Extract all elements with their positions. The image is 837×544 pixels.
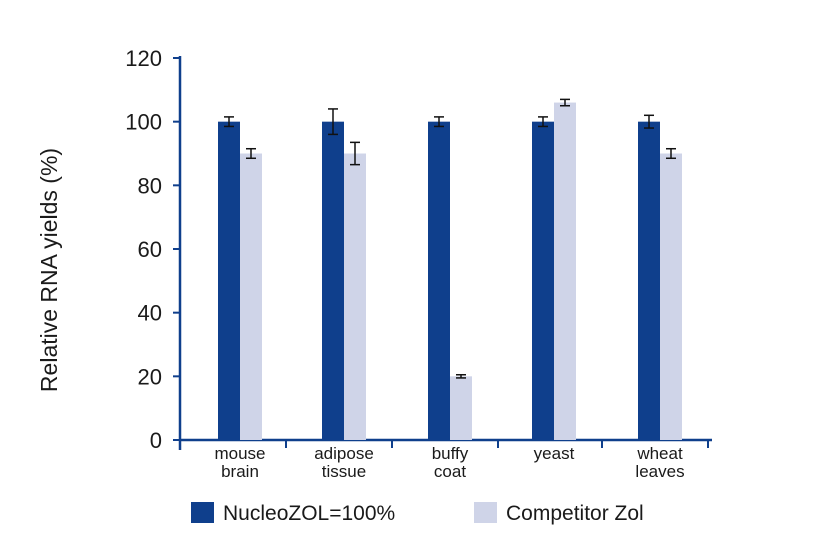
legend-label: NucleoZOL=100% (223, 502, 395, 525)
y-axis-title: Relative RNA yields (%) (36, 148, 62, 392)
x-category-label: coat (434, 462, 466, 481)
bar-competitor (660, 153, 682, 440)
x-category-label: adipose (314, 444, 374, 463)
y-tick-label: 80 (138, 173, 162, 198)
x-category-label: leaves (635, 462, 684, 481)
bar-nucleozol (218, 121, 240, 441)
y-tick-label: 40 (138, 301, 162, 326)
bar-competitor (240, 153, 262, 440)
y-tick-label: 120 (125, 46, 162, 71)
bar-nucleozol (532, 121, 554, 441)
x-category-label: mouse (214, 444, 265, 463)
legend-swatch (191, 502, 214, 523)
bar-nucleozol (638, 121, 660, 441)
bar-competitor (450, 376, 472, 440)
bar-competitor (344, 153, 366, 440)
y-tick-label: 60 (138, 237, 162, 262)
legend-label: Competitor Zol (506, 502, 644, 525)
y-tick-label: 20 (138, 364, 162, 389)
bar-competitor (554, 102, 576, 441)
x-category-label: tissue (322, 462, 366, 481)
bar-nucleozol (428, 121, 450, 441)
x-category-label: buffy (432, 444, 469, 463)
bar-nucleozol (322, 121, 344, 441)
x-category-label: wheat (636, 444, 683, 463)
x-category-label: brain (221, 462, 259, 481)
legend-swatch (474, 502, 497, 523)
y-tick-label: 100 (125, 110, 162, 135)
x-category-label: yeast (534, 444, 575, 463)
y-tick-label: 0 (150, 428, 162, 453)
